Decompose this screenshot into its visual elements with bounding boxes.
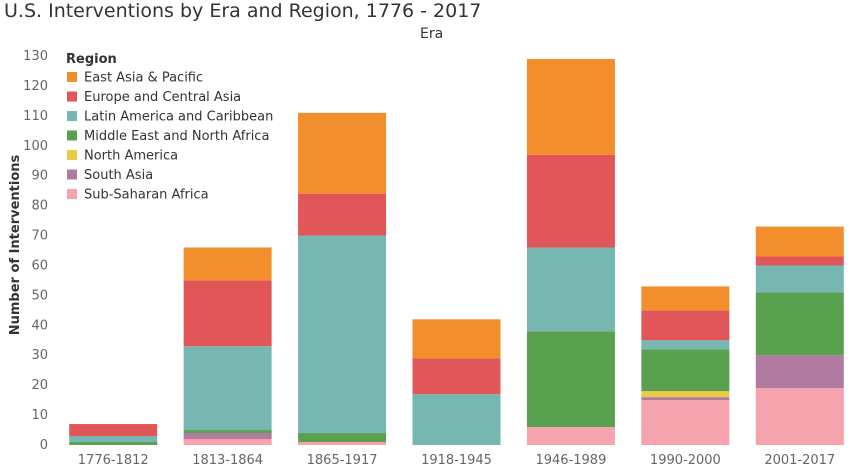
legend-swatch [67, 111, 77, 121]
bar-segment[interactable] [755, 256, 844, 266]
y-tick-label: 100 [23, 139, 48, 154]
y-tick-label: 110 [23, 109, 48, 124]
x-tick-label: 1918-1945 [421, 453, 492, 468]
bar-segment[interactable] [641, 349, 730, 392]
legend-item[interactable]: Sub-Saharan Africa [84, 188, 209, 203]
y-tick-label: 30 [31, 348, 48, 363]
bar-segment[interactable] [641, 397, 730, 401]
y-tick-label: 20 [31, 378, 48, 393]
bar-segment[interactable] [298, 433, 387, 443]
bar-segment[interactable] [755, 388, 844, 445]
legend-swatch [67, 150, 77, 160]
legend-swatch [67, 169, 77, 180]
bar-segment[interactable] [183, 247, 272, 281]
bar-segment[interactable] [183, 433, 272, 440]
y-tick-label: 10 [31, 408, 48, 423]
bar-segment[interactable] [641, 400, 730, 445]
bar-segment[interactable] [641, 340, 730, 350]
bar-segment[interactable] [183, 346, 272, 431]
bar-segment[interactable] [641, 391, 730, 398]
bar-segment[interactable] [69, 442, 158, 445]
y-tick-label: 60 [31, 258, 48, 273]
bar-segment[interactable] [412, 319, 501, 359]
y-tick-label: 130 [23, 49, 48, 64]
chart-title: U.S. Interventions by Era and Region, 17… [4, 0, 482, 22]
legend-item[interactable]: South Asia [84, 168, 153, 183]
bar-segment[interactable] [641, 286, 730, 311]
bar-segment[interactable] [412, 394, 501, 445]
x-tick-label: 1990-2000 [650, 453, 721, 468]
bar-segment[interactable] [298, 112, 387, 194]
legend-item[interactable]: North America [84, 149, 178, 164]
y-tick-label: 80 [31, 199, 48, 214]
legend-swatch [67, 189, 77, 199]
bar-segment[interactable] [298, 235, 387, 434]
legend-swatch [67, 72, 77, 82]
bar-segment[interactable] [755, 292, 844, 356]
y-tick-label: 70 [31, 229, 48, 244]
legend-item[interactable]: Latin America and Caribbean [84, 110, 273, 125]
legend-item[interactable]: Europe and Central Asia [84, 90, 241, 105]
legend-swatch [67, 91, 77, 102]
bar-segment[interactable] [526, 247, 615, 332]
bar-segment[interactable] [69, 436, 158, 443]
legend-swatch [67, 130, 77, 141]
x-tick-label: 1776-1812 [78, 453, 149, 468]
y-tick-label: 90 [31, 169, 48, 184]
bar-segment[interactable] [69, 424, 158, 437]
bar-segment[interactable] [526, 154, 615, 248]
bar-segment[interactable] [526, 58, 615, 155]
y-axis-label: Number of Interventions [8, 154, 23, 335]
y-tick-label: 50 [31, 288, 48, 303]
legend-item[interactable]: Middle East and North Africa [84, 129, 269, 144]
y-tick-label: 40 [31, 318, 48, 333]
bar-segment[interactable] [298, 193, 387, 236]
bar-segment[interactable] [641, 310, 730, 341]
y-tick-label: 120 [23, 79, 48, 94]
bar-segment[interactable] [183, 430, 272, 434]
x-tick-label: 1946-1989 [535, 453, 606, 468]
legend-title: Region [66, 52, 117, 67]
column-header: Era [420, 26, 444, 42]
x-tick-label: 1865-1917 [307, 453, 378, 468]
bar-segment[interactable] [412, 358, 501, 395]
bar-segment[interactable] [526, 331, 615, 428]
bar-segment[interactable] [526, 427, 615, 445]
legend-item[interactable]: East Asia & Pacific [84, 71, 203, 86]
x-tick-label: 1813-1864 [192, 453, 263, 468]
bar-segment[interactable] [298, 442, 387, 445]
legend[interactable]: Region East Asia & Pacific Europe and Cent… [66, 52, 273, 203]
bar-segment[interactable] [183, 439, 272, 445]
y-tick-label: 0 [40, 438, 48, 453]
bar-segment[interactable] [755, 265, 844, 293]
bar-segment[interactable] [755, 226, 844, 257]
bar-segment[interactable] [183, 280, 272, 347]
x-tick-label: 2001-2017 [764, 453, 835, 468]
bar-segment[interactable] [755, 355, 844, 389]
